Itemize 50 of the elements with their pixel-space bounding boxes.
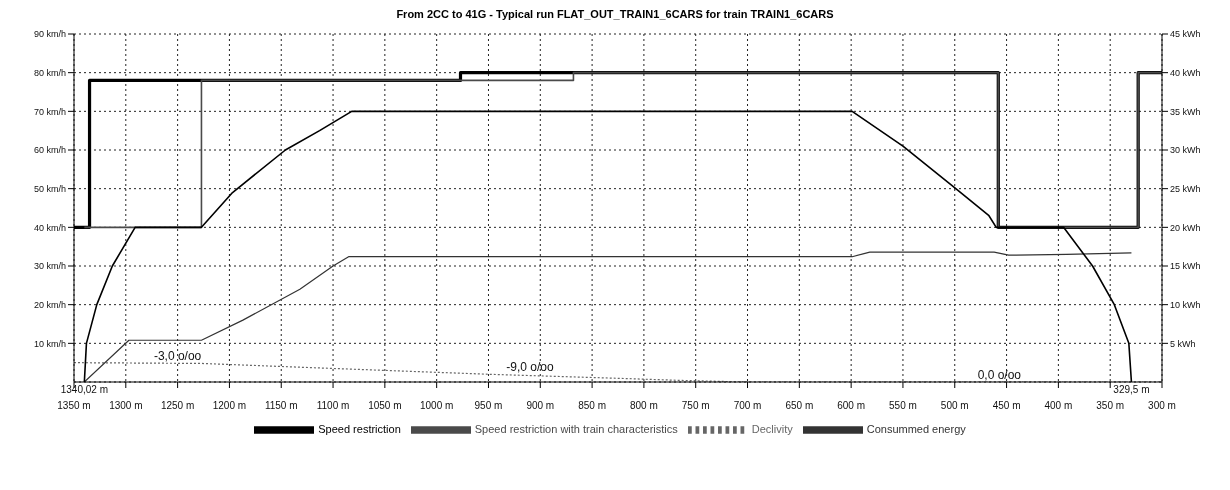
y2-tick-label: 40 kWh (1170, 67, 1201, 78)
y-tick-label: 40 km/h (33, 222, 66, 233)
x-tick-label: 1000 m (419, 400, 454, 412)
y2-tick-label: 25 kWh (1170, 183, 1201, 194)
annotation: 329,5 m (1113, 384, 1150, 396)
y-tick-label: 20 km/h (33, 299, 66, 310)
x-tick-label: 850 m (578, 400, 606, 412)
y-tick-label: 70 km/h (33, 106, 66, 117)
x-tick-label: 750 m (681, 400, 710, 412)
y-tick-label: 60 km/h (33, 145, 66, 156)
y2-tick-label: 5 kWh (1170, 338, 1196, 349)
x-tick-label: 450 m (992, 400, 1021, 412)
chart-title: From 2CC to 41G - Typical run FLAT_OUT_TRAIN1_6CARS for train TRAIN1_6CARS (395, 8, 835, 22)
y2-tick-label: 20 kWh (1170, 222, 1201, 233)
x-tick-label: 950 m (474, 400, 503, 412)
annotation: 0,0 o/oo (977, 368, 1022, 382)
y2-tick-label: 45 kWh (1170, 29, 1201, 40)
x-tick-label: 550 m (889, 400, 917, 412)
x-tick-label: 500 m (940, 400, 969, 412)
y2-tick-label: 35 kWh (1170, 106, 1201, 117)
annotation: 1340,02 m (60, 384, 108, 396)
text: Declivity (751, 422, 793, 435)
x-tick-label: 1350 m (57, 400, 91, 412)
x-tick-label: 1150 m (264, 400, 298, 412)
y-tick-label: 10 km/h (33, 338, 66, 349)
x-tick-label: 350 m (1096, 400, 1125, 412)
y-tick-label: 50 km/h (33, 183, 66, 194)
x-tick-label: 1050 m (368, 400, 402, 412)
annotation: -3,0 o/oo (153, 348, 202, 363)
x-tick-label: 1200 m (212, 400, 247, 412)
x-tick-label: 400 m (1044, 400, 1073, 412)
y-tick-label: 80 km/h (33, 67, 66, 78)
x-tick-label: 1100 m (316, 400, 350, 412)
y-tick-label: 30 km/h (33, 261, 66, 272)
x-tick-label: 700 m (733, 400, 762, 412)
y2-tick-label: 10 kWh (1170, 299, 1201, 310)
text: Consummed energy (866, 422, 966, 435)
x-tick-label: 900 m (526, 400, 555, 412)
x-tick-label: 650 m (785, 400, 814, 412)
text: Speed restriction with train characteristics (474, 422, 678, 435)
text: Speed restriction (318, 422, 401, 435)
y-tick-label: 90 km/h (33, 29, 66, 40)
x-tick-label: 800 m (630, 400, 658, 412)
x-tick-label: 1300 m (109, 400, 143, 412)
annotation: -9,0 o/oo (506, 360, 554, 375)
y2-tick-label: 30 kWh (1170, 145, 1201, 156)
y2-tick-label: 15 kWh (1170, 261, 1201, 272)
x-tick-label: 600 m (837, 400, 866, 412)
x-tick-label: 1250 m (160, 400, 195, 412)
x-tick-label: 300 m (1148, 400, 1176, 412)
